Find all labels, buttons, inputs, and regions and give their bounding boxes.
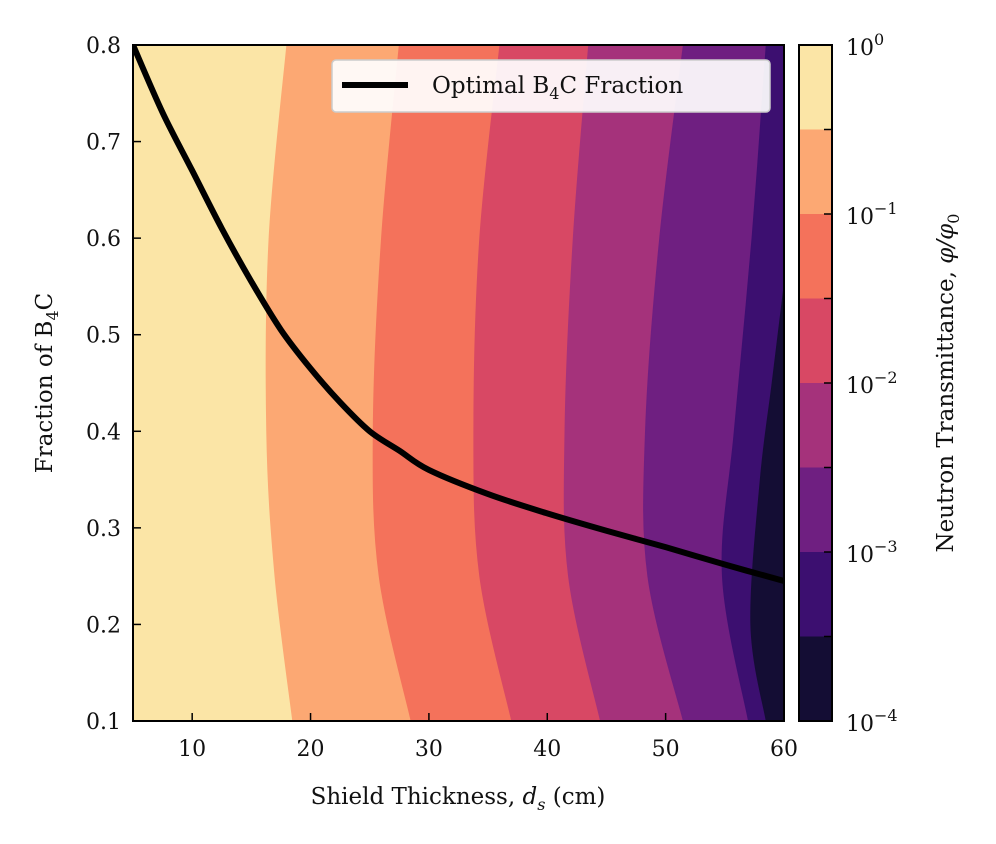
x-axis-title-unit: (cm) xyxy=(545,784,605,810)
colorbar-band-0 xyxy=(799,45,832,130)
colorbar-band-5 xyxy=(799,467,832,553)
x-axis-title: Shield Thickness, ds (cm) xyxy=(311,784,606,814)
x-tick-label: 40 xyxy=(533,737,561,762)
legend-box xyxy=(331,59,771,113)
y-tick-label: 0.4 xyxy=(86,420,121,445)
colorbar-tick-base: 10 xyxy=(846,374,874,399)
x-axis-title-main: Shield Thickness, xyxy=(311,784,523,810)
x-tick-label: 10 xyxy=(178,737,206,762)
colorbar-tick-base: 10 xyxy=(846,205,874,230)
colorbar-tick-exponent: 0 xyxy=(874,30,884,49)
colorbar-band-7 xyxy=(799,636,832,722)
colorbar-title: Neutron Transmittance, φ/φ0 xyxy=(933,214,963,553)
contour-bands xyxy=(133,45,784,721)
colorbar-tick-exponent: −3 xyxy=(874,537,898,556)
y-tick-label: 0.1 xyxy=(86,710,121,735)
legend-label-sub: 4 xyxy=(549,84,559,103)
colorbar-tick-label: 100 xyxy=(846,30,884,61)
x-tick-label: 50 xyxy=(652,737,680,762)
colorbar-band-6 xyxy=(799,552,832,637)
contour-band-7 xyxy=(750,285,784,721)
legend-label: Optimal B4C Fraction xyxy=(432,73,683,103)
optimal-curve-layer xyxy=(133,45,784,584)
colorbar-tick-base: 10 xyxy=(846,712,874,737)
colorbar-tick-label: 10−1 xyxy=(846,199,898,230)
x-axis-title-var: d xyxy=(523,784,538,810)
y-axis-title: Fraction of B4C xyxy=(32,293,62,474)
colorbar-title-main: Neutron Transmittance, xyxy=(933,264,959,553)
x-tick-label: 20 xyxy=(297,737,325,762)
y-tick-label: 0.3 xyxy=(86,517,121,542)
colorbar-tick-exponent: −1 xyxy=(874,199,898,218)
colorbar-tick-base: 10 xyxy=(846,36,874,61)
colorbar-band-1 xyxy=(799,129,832,215)
colorbar xyxy=(799,45,832,722)
colorbar-band-3 xyxy=(799,298,832,384)
x-axis: 10 20 30 40 50 60 xyxy=(178,713,798,762)
plot-frame xyxy=(132,44,785,722)
x-tick-label: 30 xyxy=(415,737,443,762)
y-axis-title-end: C xyxy=(32,293,58,311)
colorbar-title-sub: 0 xyxy=(944,214,963,224)
x-tick-label: 60 xyxy=(770,737,798,762)
colorbar-tick-exponent: −4 xyxy=(874,706,898,725)
y-axis-title-main: Fraction of B xyxy=(32,321,58,474)
y-tick-label: 0.5 xyxy=(86,324,121,349)
y-tick-label: 0.6 xyxy=(86,227,121,252)
legend-label-end: C Fraction xyxy=(559,73,683,99)
y-tick-label: 0.8 xyxy=(86,34,121,59)
y-axis-title-sub: 4 xyxy=(43,310,62,320)
x-axis-title-sub: s xyxy=(537,795,545,814)
colorbar-tick-label: 10−2 xyxy=(846,368,898,399)
y-tick-label: 0.7 xyxy=(86,131,121,156)
y-tick-label: 0.2 xyxy=(86,613,121,638)
legend-label-main: Optimal B xyxy=(432,73,549,99)
colorbar-tick-label: 10−3 xyxy=(846,537,898,568)
optimal-b4c-curve xyxy=(133,45,784,584)
y-axis: 0.1 0.2 0.3 0.4 0.5 0.6 0.7 0.8 xyxy=(86,34,141,735)
colorbar-tick-exponent: −2 xyxy=(874,368,898,387)
colorbar-title-var: φ/φ xyxy=(933,223,959,264)
colorbar-tick-label: 10−4 xyxy=(846,706,898,737)
colorbar-band-2 xyxy=(799,214,832,299)
legend: Optimal B4C Fraction xyxy=(331,59,771,113)
colorbar-tick-base: 10 xyxy=(846,543,874,568)
colorbar-band-4 xyxy=(799,383,832,468)
